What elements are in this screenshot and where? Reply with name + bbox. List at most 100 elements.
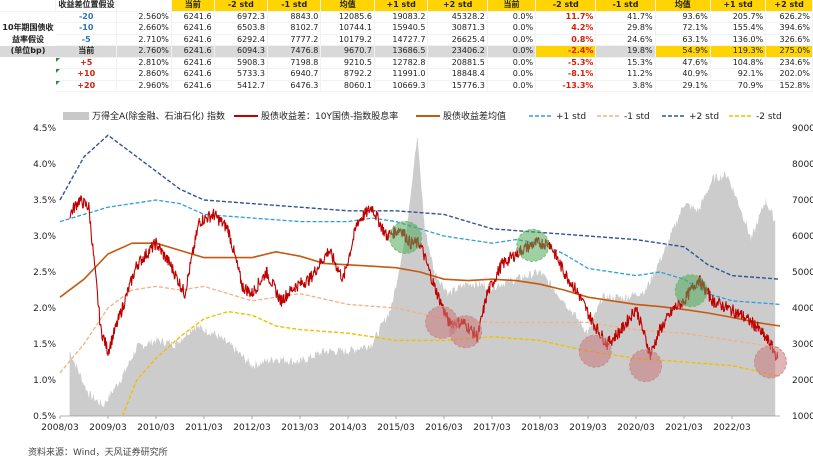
y-left-tick-label: 2.0% [33,304,56,314]
table-cell: 13686.5 [374,45,429,58]
y-left-tick-label: 3.5% [33,196,56,206]
x-tick-label: 2022/03 [713,423,750,433]
y-right-tick-label: 3000 [792,340,813,350]
legend-label: 股债收益差：10Y国债-指数股息率 [261,110,398,122]
table-cell: 5412.7 [214,80,269,92]
table-header-cell: +2 std [427,0,488,12]
table-cell: 10744.1 [320,22,375,35]
legend-label: +1 std [556,112,586,122]
table-header-cell: +1 std [374,0,429,12]
table-header-cell: -2 std [535,0,597,12]
sensitivity-table: 收益差位置假设 当前 -2 std -1 std 均值 +1 std +2 std 当前 -2 … [0,0,813,92]
plus2-std-line [59,134,781,280]
table-cell: 20881.5 [427,57,488,69]
table-cell: 10669.3 [374,80,429,92]
table-cell: 54.9% [655,45,711,58]
table-cell: 29.8% [595,22,656,35]
table-cell: 234.6% [765,57,813,69]
table-cell: 6241.6 [171,34,215,46]
legend-swatch [63,112,89,120]
y-right-tick-label: 5000 [792,268,813,278]
bp-cell: -10 [55,22,118,35]
highlight-red [578,334,612,368]
table-row: (单位bp) 当前 2.760% 6241.6 6094.3 7476.8 9670.7 13… [0,45,813,58]
x-tick-label: 2020/03 [617,423,654,433]
table-cell: 72.1% [655,22,711,35]
y-left-tick-label: 4.0% [33,160,56,170]
table-header-cell [116,0,172,12]
y-left-tick-label: 1.5% [33,340,56,350]
table-cell: 202.0% [765,68,813,81]
table-cell: 6241.6 [171,57,215,69]
table-cell: 2.710% [116,34,172,46]
x-tick-label: 2021/03 [665,423,702,433]
table-cell: 8792.2 [320,68,375,81]
table-cell: 205.7% [710,11,767,23]
bp-cell: +10 [55,68,118,81]
table-cell: 7476.8 [267,45,322,58]
y-left-tick-label: 3.0% [33,232,56,242]
table-cell: -5.3% [535,57,597,69]
table-cell: 6292.4 [214,34,269,46]
table-cell: 15776.3 [427,80,488,92]
table-cell: 15.3% [595,57,656,69]
legend-label: 股债收益差均值 [443,110,506,122]
table-cell: 10179.2 [320,34,375,46]
legend-label: -2 std [756,112,782,122]
table-cell: 155.4% [710,22,767,35]
table-header-cell: 收益差位置假设 [55,0,118,12]
y-right-tick-label: 6000 [792,232,813,242]
table-row: +20 2.960% 6241.6 5412.7 6476.3 8060.1 10669.3… [0,80,813,92]
table-cell: 275.0% [765,45,813,58]
table-row: 益率假设 -5 2.710% 6241.6 6292.4 7777.2 10179.2 147… [0,34,813,46]
table-cell: 8102.7 [267,22,322,35]
x-tick-label: 2012/03 [233,423,270,433]
table-cell: 4.2% [535,22,597,35]
table-cell: 26625.4 [427,34,488,46]
table-row: +10 2.860% 6241.6 5733.3 6940.7 8792.2 11991.0… [0,68,813,81]
y-left-tick-label: 4.5% [33,124,56,134]
row-label-empty [0,11,56,23]
highlight-red [629,349,663,383]
source-note: 资料来源：Wind，天风证券研究所 [28,448,168,458]
x-tick-label: 2017/03 [473,423,510,433]
highlight-red [449,315,483,349]
table-cell: 93.6% [655,11,711,23]
legend-label: 万得全A(除金融、石油石化) 指数 [92,110,225,122]
table-cell: 18848.4 [427,68,488,81]
table-cell: 6940.7 [267,68,322,81]
table-header-cell: -1 std [595,0,656,12]
bp-cell: 当前 [55,45,118,58]
table-cell: 45328.2 [427,11,488,23]
table-cell: 6476.3 [267,80,322,92]
row-label: (单位bp) [0,45,56,57]
table-cell: 7777.2 [267,34,322,46]
table-cell: 0.0% [487,45,537,58]
x-tick-label: 2015/03 [377,423,414,433]
x-tick-label: 2009/03 [89,423,126,433]
table-cell: 7198.8 [267,57,322,69]
table-cell: 9670.7 [320,45,375,58]
table-cell: 14727.7 [374,34,429,46]
table-header-cell: 当前 [487,0,537,12]
table-cell: 6241.6 [171,68,215,81]
y-right-tick-label: 1000 [792,412,813,422]
bp-cell: +5 [55,57,118,69]
legend-label: +2 std [689,112,719,122]
table-header-cell: 均值 [320,0,375,12]
table-cell: 2.560% [116,11,172,23]
table-cell: 0.0% [487,34,537,46]
table-cell: 24.6% [595,34,656,46]
table-cell: 6241.6 [171,11,215,23]
y-right-tick-label: 9000 [792,124,813,134]
table-cell: 6241.6 [171,80,215,92]
table-cell: 0.0% [487,11,537,23]
highlight-green [516,228,550,262]
row-label-empty [0,57,56,69]
x-tick-label: 2019/03 [569,423,606,433]
y-right-tick-label: 8000 [792,160,813,170]
y-right-tick-label: 2000 [792,376,813,386]
table-cell: 9210.5 [320,57,375,69]
table-cell: 0.0% [487,80,537,92]
table-header-cell: 均值 [655,0,711,12]
